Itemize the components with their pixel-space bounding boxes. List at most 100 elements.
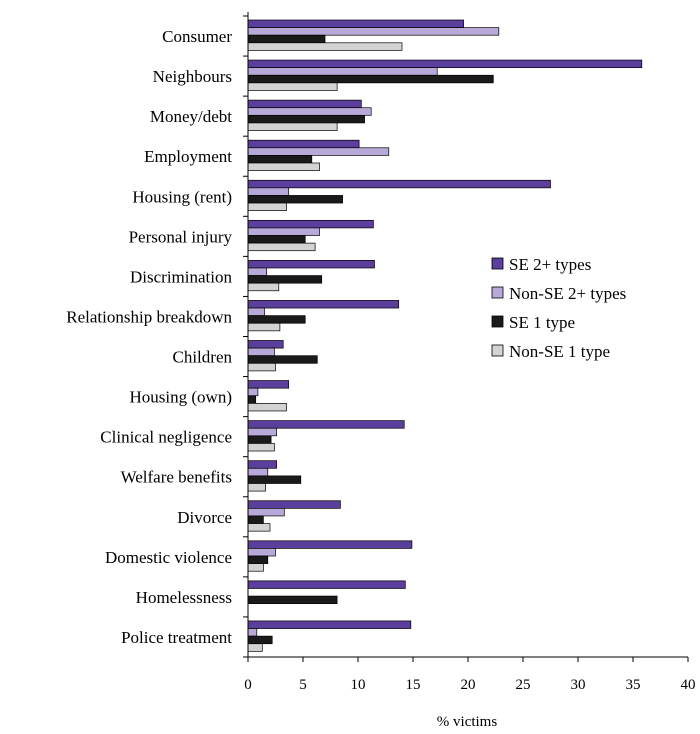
bar-homelessness-se-2-types [247,580,406,589]
category-label-money-debt: Money/debt [150,107,232,126]
category-label-homelessness: Homelessness [136,588,232,607]
category-label-employment: Employment [144,147,232,166]
bar-discrimination-se-1-type [247,275,323,284]
category-label-divorce: Divorce [177,508,232,527]
bar-housing-own-se-2-types [247,380,290,389]
legend-swatch-se-2-types [491,257,504,270]
bar-clinical-negligence-non-se-2-types [247,427,277,437]
x-tick-label: 25 [516,677,531,693]
legend-swatch-non-se-2-types [491,286,504,299]
bar-relationship-breakdown-se-2-types [247,300,400,309]
legend-label-se-1-type: SE 1 type [509,313,575,332]
x-tick-label: 5 [299,677,307,693]
x-tick-label: 30 [571,677,586,693]
axes-layer [243,12,689,662]
bar-divorce-se-1-type [247,515,264,524]
bar-clinical-negligence-se-2-types [247,420,405,429]
category-labels: Consumer Neighbours Money/debt Employment Ho… [66,27,232,647]
bar-money-debt-se-2-types [247,99,362,109]
category-label-domestic-violence: Domestic violence [105,548,232,567]
bar-discrimination-se-2-types [247,260,375,269]
bar-police-treatment-se-2-types [247,620,412,629]
x-axis-title: % victims [437,714,498,730]
bar-neighbours-se-2-types [247,59,643,69]
bar-housing-rent-non-se-1-type [247,202,287,212]
bar-domestic-violence-non-se-1-type [247,563,264,572]
bar-children-non-se-1-type [247,362,276,372]
bar-children-non-se-2-types [247,347,275,357]
category-label-welfare-benefits: Welfare benefits [121,468,232,487]
legend-label-non-se-2-types: Non-SE 2+ types [509,284,626,303]
x-tick-label: 20 [461,677,476,693]
bar-housing-rent-non-se-2-types [247,187,290,196]
bar-housing-own-non-se-1-type [247,403,287,412]
bar-police-treatment-se-1-type [247,635,273,645]
bar-discrimination-non-se-2-types [247,267,268,276]
bar-consumer-non-se-2-types [247,27,500,36]
bar-neighbours-non-se-2-types [247,67,438,76]
bars-layer [247,19,643,652]
bar-welfare-benefits-non-se-1-type [247,483,266,492]
bar-discrimination-non-se-1-type [247,282,280,292]
x-tick-label: 10 [351,677,366,693]
category-label-neighbours: Neighbours [153,67,232,86]
category-label-personal-injury: Personal injury [129,227,233,246]
x-tick-label: 40 [681,677,696,693]
bar-children-se-2-types [247,340,284,349]
bar-domestic-violence-se-2-types [247,540,413,549]
category-label-housing-rent: Housing (rent) [132,187,232,206]
bar-housing-rent-se-1-type [247,195,343,204]
bar-personal-injury-non-se-1-type [247,242,316,252]
bar-housing-own-non-se-2-types [247,387,259,397]
bar-welfare-benefits-se-1-type [247,475,302,484]
bar-police-treatment-non-se-2-types [247,628,258,637]
bar-relationship-breakdown-non-se-1-type [247,322,281,332]
legend-label-se-2-types: SE 2+ types [509,255,591,274]
bar-domestic-violence-non-se-2-types [247,548,276,557]
x-tick-label: 0 [244,677,252,693]
bar-divorce-se-2-types [247,500,341,509]
category-label-children: Children [173,348,233,367]
category-label-discrimination: Discrimination [130,267,232,286]
bar-neighbours-se-1-type [247,74,494,84]
bar-housing-rent-se-2-types [247,179,551,189]
bar-money-debt-non-se-1-type [247,122,338,131]
legend-swatch-non-se-1-type [491,344,504,357]
category-label-clinical-negligence: Clinical negligence [100,428,232,447]
legend-swatch-se-1-type [491,315,504,328]
bar-employment-se-1-type [247,155,313,164]
category-label-housing-own: Housing (own) [130,388,232,407]
bar-domestic-violence-se-1-type [247,555,269,564]
category-label-consumer: Consumer [162,27,232,46]
bar-police-treatment-non-se-1-type [247,643,263,652]
bar-welfare-benefits-non-se-2-types [247,467,269,477]
legend: SE 2+ types Non-SE 2+ types SE 1 type Non-S… [491,255,626,361]
bar-divorce-non-se-2-types [247,508,285,517]
bar-consumer-non-se-1-type [247,42,403,51]
bar-money-debt-se-1-type [247,114,365,124]
x-tick-label: 35 [626,677,641,693]
x-tick-labels: 0 5 10 15 20 25 30 35 40 [244,677,695,693]
bar-neighbours-non-se-1-type [247,82,338,91]
bar-clinical-negligence-non-se-1-type [247,443,275,452]
x-tick-label: 15 [406,677,421,693]
bar-relationship-breakdown-se-1-type [247,315,306,324]
bar-consumer-se-2-types [247,19,464,28]
bar-employment-se-2-types [247,139,360,149]
bar-housing-own-se-1-type [247,395,257,404]
bar-welfare-benefits-se-2-types [247,460,277,469]
bar-personal-injury-se-1-type [247,235,306,244]
bar-personal-injury-se-2-types [247,219,374,229]
bar-employment-non-se-2-types [247,147,390,156]
category-label-relationship-breakdown: Relationship breakdown [66,307,232,326]
bar-employment-non-se-1-type [247,162,320,171]
category-label-police-treatment: Police treatment [121,628,232,647]
legend-label-non-se-1-type: Non-SE 1 type [509,342,610,361]
bar-divorce-non-se-1-type [247,523,271,532]
bar-money-debt-non-se-2-types [247,107,372,116]
bar-consumer-se-1-type [247,34,326,44]
bar-children-se-1-type [247,355,318,364]
bar-homelessness-se-1-type [247,595,338,605]
bar-clinical-negligence-se-1-type [247,435,272,444]
